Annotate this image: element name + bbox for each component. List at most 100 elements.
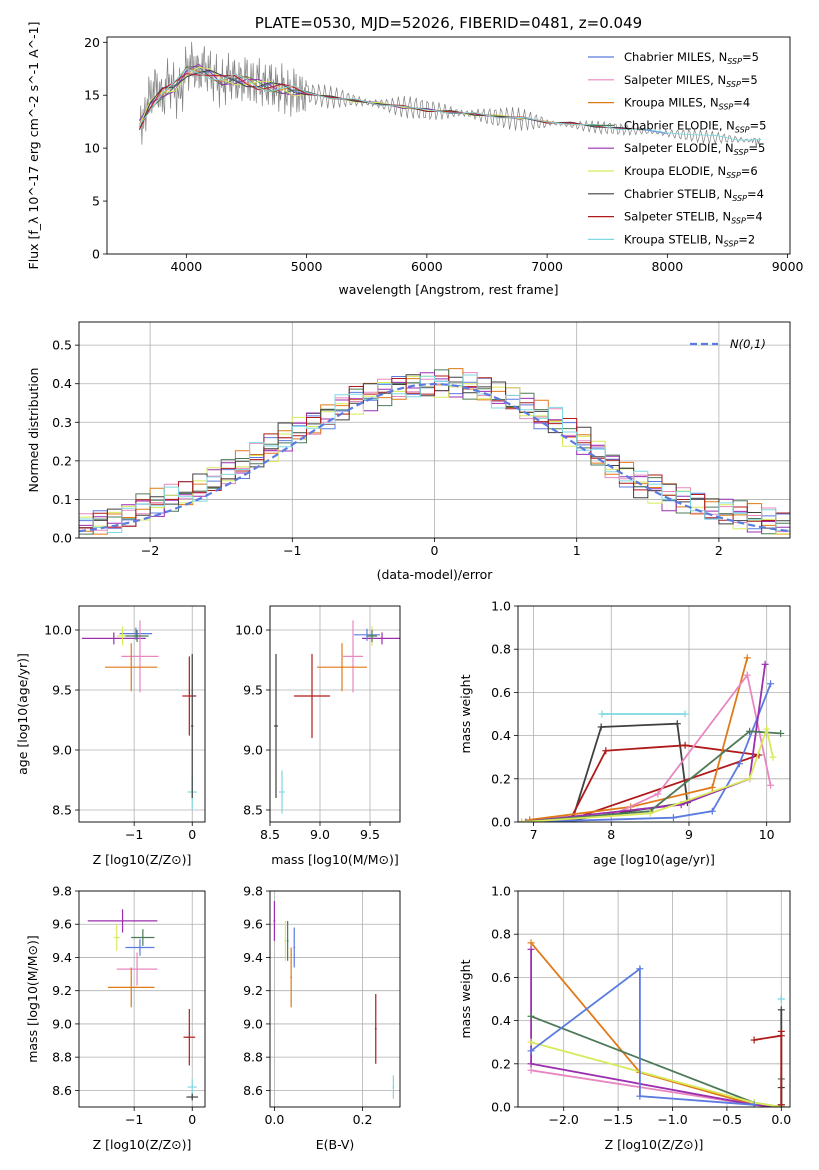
legend-label: Chabrier ELODIE, NSSP=5 [624,118,766,134]
weight-vs-Z-panel: −2.0 −1.5 −1.0 −0.5 0.0 0.0 0.2 0.4 0.6 0.8 1.0 Z [… [458,884,791,1153]
spectrum-model-line [139,69,644,131]
x-tick-label: 9.0 [310,827,330,842]
mass-vs-Z-panel: −1 0 8.6 8.8 9.0 9.2 9.4 9.6 9.8 Z [log10(Z/Z⊙)] m… [25,884,206,1152]
x-tick-label: −1.0 [657,1112,687,1127]
y-tick-label: 0.6 [491,970,511,985]
y-tick-label: 0.4 [491,728,511,743]
spectrum-title: PLATE=0530, MJD=52026, FIBERID=0481, z=0… [255,14,642,32]
y-tick-label: 0.4 [491,1013,511,1028]
axes-frame [517,890,791,1108]
x-tick-label: 7 [530,827,538,842]
legend-label: N(0,1) [730,337,766,351]
legend-label: Salpeter STELIB, NSSP=4 [624,210,763,226]
y-tick-label: 0.5 [52,338,72,353]
weight-line [753,1031,783,1105]
legend-label: Kroupa MILES, NSSP=4 [624,96,750,112]
axes-frame [78,605,206,823]
y-tick-label: 0.2 [52,453,72,468]
y-tick-label: 9.0 [243,743,263,758]
y-tick-label: 20 [84,35,100,50]
y-tick-label: 1.0 [491,599,511,614]
y-tick-label: 0.2 [491,771,511,786]
x-tick-label: −2 [141,543,159,558]
age-vs-Z-x-label: Z [log10(Z/Z⊙)] [93,852,192,867]
y-tick-label: 5 [92,194,100,209]
weight-line [530,1015,783,1107]
weight-line [530,949,782,1107]
x-tick-label: 0 [188,827,196,842]
x-tick-label: −1.5 [603,1112,633,1127]
y-tick-label: 10.0 [235,623,263,638]
x-tick-label: 0.2 [353,1112,373,1127]
x-tick-label: 1 [573,543,581,558]
axes-frame [269,890,401,1108]
mass-vs-Z-y-label: mass [log10(M/M⊙)] [25,935,40,1063]
y-tick-label: 9.5 [243,683,263,698]
spectrum-panel: 4000 5000 6000 7000 8000 9000 0 5 10 15 20 PLATE=05… [26,14,804,297]
mass-vs-Z-plot-area [87,909,199,1101]
x-tick-label: 0 [188,1112,196,1127]
y-tick-label: 1.0 [491,884,511,899]
x-tick-label: 7000 [531,259,563,274]
y-tick-label: 0.4 [52,376,72,391]
x-tick-label: 9.5 [360,827,380,842]
age-vs-Z-y-label: age [log10(age/yr)] [15,653,30,775]
weight-vs-Z-x-label: Z [log10(Z/Z⊙)] [605,1137,704,1152]
x-tick-label: 10 [759,827,775,842]
spectrum-model-line [139,73,644,130]
x-tick-label: 9000 [772,259,804,274]
y-tick-label: 9.4 [243,950,263,965]
legend-label: Salpeter ELODIE, NSSP=5 [624,141,765,157]
y-tick-label: 0.8 [491,927,511,942]
y-tick-label: 9.0 [243,1016,263,1031]
weight-vs-age-panel: 7 8 9 10 0.0 0.2 0.4 0.6 0.8 1.0 age [log10(age/yr… [458,599,791,867]
y-tick-label: 8.5 [52,803,72,818]
y-tick-label: 0.0 [52,531,72,546]
x-tick-label: 0.0 [264,1112,284,1127]
residuals-x-label: (data-model)/error [377,567,494,582]
y-tick-label: 8.5 [243,803,263,818]
weight-line [529,657,749,821]
spectrum-plot-area [139,41,762,148]
x-tick-label: 9 [685,827,693,842]
legend-label: Chabrier STELIB, NSSP=4 [624,187,764,203]
y-tick-label: 8.6 [52,1083,72,1098]
x-tick-label: −0.5 [712,1112,742,1127]
weight-vs-Z-y-label: mass weight [458,959,473,1038]
axes-frame [106,36,791,255]
weight-line [530,942,782,1107]
x-tick-label: 0 [431,543,439,558]
residuals-panel: −2 −1 0 1 2 0.0 0.1 0.2 0.3 0.4 0.5 (data-model)/er… [26,321,791,582]
y-tick-label: 0 [92,247,100,262]
y-tick-label: 0.6 [491,685,511,700]
spectrum-legend: Chabrier MILES, NSSP=5 Salpeter MILES, NS… [588,50,766,248]
y-tick-label: 10 [84,141,100,156]
mass-vs-Z-x-label: Z [log10(Z/Z⊙)] [93,1137,192,1152]
y-tick-label: 9.4 [52,950,72,965]
mass-vs-EBV-x-label: E(B-V) [316,1137,355,1152]
y-tick-label: 9.6 [52,917,72,932]
age-vs-mass-x-label: mass [log10(M/M⊙)] [271,852,399,867]
x-tick-label: 5000 [291,259,323,274]
x-tick-label: −1 [283,543,301,558]
normal-curve [79,382,790,533]
spectrum-model-line [139,68,762,141]
y-tick-label: 9.2 [52,983,72,998]
y-tick-label: 8.8 [243,1050,263,1065]
age-vs-mass-plot-area [274,620,400,814]
x-tick-label: −1 [125,827,143,842]
weight-vs-age-x-label: age [log10(age/yr)] [593,852,715,867]
x-tick-label: 8.5 [260,827,280,842]
age-vs-mass-panel: 8.5 9.0 9.5 8.5 9.0 9.5 10.0 mass [log10(M/M⊙)] [235,605,401,867]
y-tick-label: 9.2 [243,983,263,998]
x-tick-label: 2 [715,543,723,558]
y-tick-label: 8.6 [243,1083,263,1098]
residuals-y-label: Normed distribution [26,368,41,493]
x-tick-label: 8 [607,827,615,842]
spectrum-x-label: wavelength [Angstrom, rest frame] [338,282,558,297]
weight-vs-Z-plot-area [527,939,785,1107]
y-tick-label: 8.8 [52,1050,72,1065]
weight-line [530,966,755,1106]
mass-vs-EBV-plot-area [273,900,395,1099]
x-tick-label: 8000 [651,259,683,274]
